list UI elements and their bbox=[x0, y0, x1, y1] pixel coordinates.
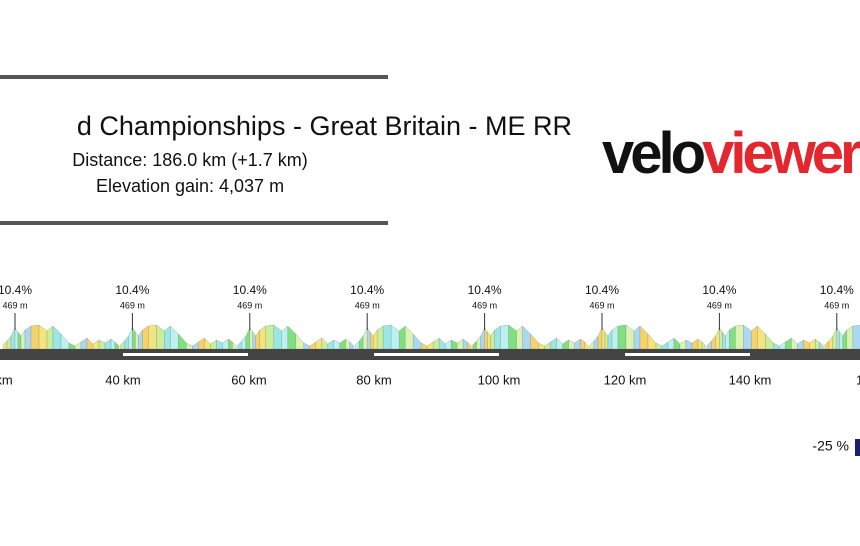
profile-slice bbox=[259, 325, 266, 350]
profile-slice bbox=[601, 327, 606, 350]
profile-slice bbox=[24, 325, 32, 350]
profile-slice bbox=[735, 324, 744, 350]
climb-elevation: 469 m bbox=[120, 300, 145, 310]
legend-swatch bbox=[855, 439, 860, 456]
profile-slice bbox=[719, 327, 723, 350]
climb-gradient: 10.4% bbox=[233, 283, 267, 297]
profile-slice bbox=[729, 325, 736, 350]
km-label: 120 km bbox=[604, 372, 647, 387]
distance: Distance: 186.0 km (+1.7 km) bbox=[72, 150, 308, 170]
profile-slice bbox=[383, 324, 392, 350]
profile-slice bbox=[494, 325, 501, 350]
profile-slice bbox=[148, 324, 157, 350]
km-label: 140 km bbox=[729, 372, 772, 387]
logo-viewer: viewer bbox=[702, 121, 860, 186]
climb-gradient: 10.4% bbox=[115, 283, 149, 297]
logo: veloviewer bbox=[602, 121, 860, 186]
legend-label: -25 % bbox=[812, 438, 849, 454]
bar-segment bbox=[374, 353, 499, 356]
km-label: 40 km bbox=[105, 372, 140, 387]
km-label: km bbox=[0, 372, 13, 387]
climb-elevation: 469 m bbox=[824, 300, 849, 310]
climb-elevation: 469 m bbox=[2, 300, 27, 310]
km-label: 1 bbox=[856, 372, 860, 387]
climb-elevation: 469 m bbox=[355, 300, 380, 310]
profile-slice bbox=[611, 325, 619, 350]
profile-slice bbox=[30, 324, 40, 350]
climb-elevation: 469 m bbox=[707, 300, 732, 310]
profile-slice bbox=[836, 327, 840, 350]
elevation-gain: Elevation gain: 4,037 m bbox=[96, 176, 284, 196]
profile-slice bbox=[500, 324, 509, 350]
km-label: 80 km bbox=[356, 372, 391, 387]
climb-gradient: 10.4% bbox=[702, 283, 736, 297]
profile-slice bbox=[617, 324, 627, 350]
bar-segment bbox=[123, 353, 248, 356]
profile-slice bbox=[852, 324, 860, 350]
climb-gradient: 10.4% bbox=[0, 283, 32, 297]
header-rule bbox=[0, 75, 388, 79]
km-label: 100 km bbox=[478, 372, 521, 387]
climb-elevation: 469 m bbox=[589, 300, 614, 310]
climb-elevation: 469 m bbox=[237, 300, 262, 310]
climb-elevation: 469 m bbox=[472, 300, 497, 310]
header-rule bbox=[0, 221, 388, 225]
climb-gradient: 10.4% bbox=[820, 283, 854, 297]
climb-gradient: 10.4% bbox=[585, 283, 619, 297]
climb-gradient: 10.4% bbox=[350, 283, 384, 297]
logo-velo: velo bbox=[602, 121, 705, 186]
km-label: 60 km bbox=[231, 372, 266, 387]
labels: 10.4% 469 m 10.4% 469 m 10.4% 469 m 10.4% 469 m… bbox=[0, 283, 860, 387]
profile-slice bbox=[377, 325, 384, 350]
profile-slice bbox=[846, 325, 853, 350]
profile-slice bbox=[265, 324, 274, 350]
bar-segment bbox=[625, 353, 750, 356]
title: d Championships - Great Britain - ME RR bbox=[77, 111, 572, 141]
climb-gradient: 10.4% bbox=[468, 283, 502, 297]
profile-slice bbox=[142, 325, 149, 350]
